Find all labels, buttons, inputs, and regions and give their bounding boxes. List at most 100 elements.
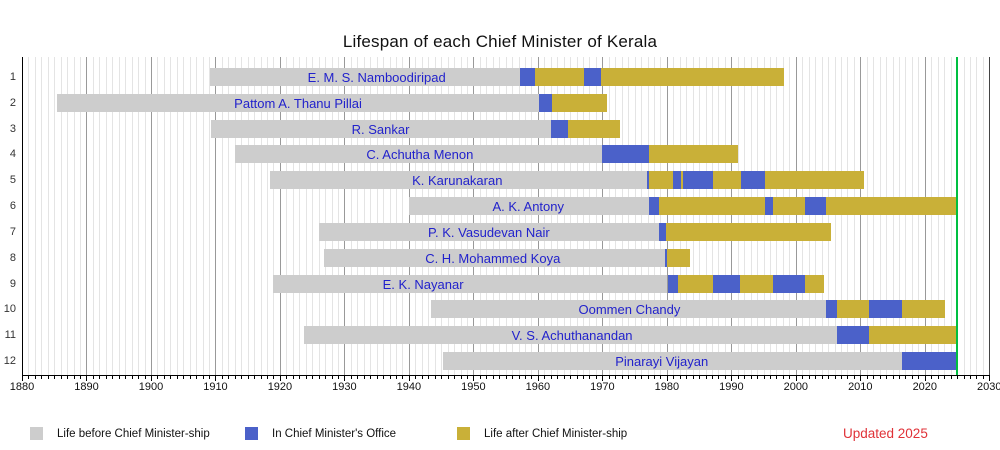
gridline-year — [80, 57, 82, 375]
gridline-year — [267, 57, 269, 375]
lifespan-segment-after — [804, 274, 825, 293]
x-axis-tick — [595, 376, 597, 379]
x-axis-tick-label: 2030 — [977, 381, 1000, 393]
gridline-year — [247, 57, 249, 375]
gridline-year — [757, 57, 759, 375]
gridline-year — [808, 57, 810, 375]
x-axis-tick — [840, 376, 842, 379]
x-axis-tick — [215, 376, 217, 381]
x-axis-tick — [492, 376, 494, 379]
x-axis-tick — [350, 376, 352, 379]
x-axis-tick-label: 1920 — [267, 381, 293, 393]
x-axis-tick — [641, 376, 643, 379]
x-axis-tick — [376, 376, 378, 379]
x-axis-tick — [821, 376, 823, 379]
gridline-year — [853, 57, 855, 375]
x-axis-tick — [138, 376, 140, 379]
x-axis-tick — [802, 376, 804, 379]
lifespan-segment-after — [837, 300, 870, 319]
x-axis-tick — [22, 376, 23, 381]
lifespan-segment-after — [868, 326, 958, 345]
gridline-year — [641, 57, 643, 375]
row-number: 4 — [9, 148, 16, 161]
lifespan-segment-after — [666, 248, 691, 267]
gridline-year — [886, 57, 888, 375]
lifespan-segment-office — [659, 222, 666, 241]
gridline-year — [28, 57, 30, 375]
x-axis-tick — [815, 376, 817, 379]
legend: Life before Chief Minister-ship In Chief… — [0, 427, 1000, 443]
gridline-year — [60, 57, 62, 375]
x-axis-tick — [789, 376, 791, 379]
x-axis-tick — [241, 376, 243, 379]
cm-name-label: P. K. Vasudevan Nair — [428, 224, 550, 240]
gridline-year — [840, 57, 842, 375]
x-axis-tick — [860, 376, 862, 381]
x-axis-tick — [853, 376, 855, 379]
lifespan-segment-after — [535, 68, 585, 86]
gridline-year — [421, 57, 423, 375]
lifespan-segment-office — [826, 300, 838, 319]
lifespan-segment-office — [772, 274, 805, 293]
gridline-year — [357, 57, 359, 375]
gridline-year — [105, 57, 107, 375]
lifespan-segment-office — [550, 119, 569, 138]
x-axis-tick — [286, 376, 288, 379]
x-axis-tick — [363, 376, 365, 379]
row-number: 10 — [3, 303, 16, 316]
gridline-year — [441, 57, 443, 375]
x-axis-tick — [112, 376, 114, 379]
lifespan-segment-office — [869, 300, 902, 319]
x-axis-tick — [866, 376, 868, 379]
x-axis-tick — [454, 376, 456, 379]
gridline-year — [492, 57, 494, 375]
x-axis-tick — [873, 376, 875, 379]
lifespan-segment-after — [826, 197, 958, 216]
x-axis-tick — [318, 376, 320, 379]
lifespan-segment-after — [648, 145, 738, 164]
gridline-year — [570, 57, 572, 375]
x-axis-tick — [621, 376, 623, 379]
x-axis-tick — [73, 376, 75, 379]
cm-name-label: Pinarayi Vijayan — [615, 354, 709, 370]
legend-label-office: In Chief Minister's Office — [272, 428, 397, 440]
gridline-year — [737, 57, 739, 375]
y-axis-line — [22, 57, 23, 375]
gridline-year — [47, 57, 49, 375]
gridline-year — [254, 57, 256, 375]
x-axis-tick — [389, 376, 391, 379]
x-axis-tick — [267, 376, 269, 379]
x-axis-tick — [531, 376, 533, 379]
gridline-year — [699, 57, 701, 375]
lifespan-segment-office — [649, 197, 660, 216]
lifespan-segment-before — [319, 222, 660, 241]
gridline-year — [621, 57, 623, 375]
x-axis-tick — [899, 376, 901, 379]
lifespan-segment-after — [681, 171, 683, 190]
x-axis-tick — [686, 376, 688, 379]
x-axis-tick — [718, 376, 720, 379]
lifespan-segment-office — [665, 248, 667, 267]
gridline-year — [802, 57, 804, 375]
gridline-year — [67, 57, 69, 375]
gridline-year — [789, 57, 791, 375]
x-axis-tick — [886, 376, 888, 379]
x-axis-tick — [550, 376, 552, 379]
x-axis-tick — [666, 376, 668, 381]
gridline-year — [402, 57, 404, 375]
x-axis-tick — [879, 376, 881, 379]
gridline-year — [396, 57, 398, 375]
x-axis-tick — [602, 376, 604, 381]
x-axis-tick — [950, 376, 952, 379]
cm-name-label: R. Sankar — [351, 121, 410, 137]
x-axis-tick — [28, 376, 30, 379]
gridline-year — [821, 57, 823, 375]
gridline-year — [189, 57, 191, 375]
gridline-year — [337, 57, 339, 375]
x-axis-tick — [608, 376, 610, 379]
lifespan-segment-office — [667, 274, 679, 293]
x-axis-tick — [499, 376, 501, 379]
gridline-year — [828, 57, 830, 375]
gridline-year — [370, 57, 372, 375]
x-axis-tick — [47, 376, 49, 379]
